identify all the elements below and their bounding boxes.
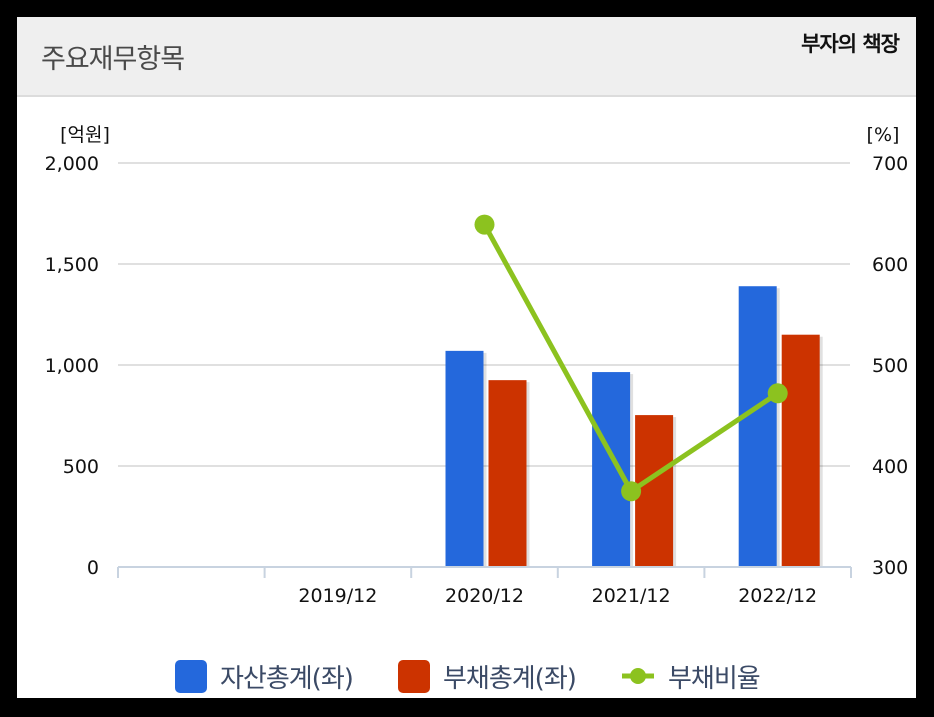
ratio-point[interactable] (474, 214, 495, 235)
left-axis-unit: [억원] (60, 124, 110, 146)
right-tick-label: 700 (872, 153, 908, 175)
legend-label: 부채총계(좌) (443, 663, 577, 694)
combo-chart: 0 500 1,000 1,500 2,000 300 400 500 600 700 [억원] [%… (45, 124, 909, 607)
legend-item-ratio[interactable]: 부채비율 (621, 658, 761, 694)
chart-title: 주요재무항목 (41, 44, 185, 75)
legend-item-assets[interactable]: 자산총계(좌) (175, 658, 354, 694)
x-tick-label: 2020/12 (445, 585, 524, 607)
left-tick-label: 2,000 (45, 153, 99, 175)
bar-assets[interactable] (738, 286, 777, 567)
x-tick-label: 2021/12 (592, 585, 671, 607)
square-icon (175, 659, 207, 693)
brand-label: 부자의 책장 (801, 32, 900, 56)
legend-label: 자산총계(좌) (220, 663, 354, 694)
right-axis-unit: [%] (867, 124, 900, 146)
left-tick-label: 1,000 (45, 355, 99, 377)
bar-liabilities[interactable] (635, 415, 674, 567)
left-tick-label: 0 (87, 557, 99, 579)
bar-liabilities[interactable] (488, 380, 527, 567)
right-tick-label: 300 (872, 557, 908, 579)
ratio-point[interactable] (621, 481, 642, 502)
chart-header: 주요재무항목 부자의 책장 (17, 17, 916, 97)
left-tick-label: 500 (63, 456, 99, 478)
legend-label: 부채비율 (668, 663, 761, 694)
chart-legend: 자산총계(좌) 부채총계(좌) 부채비율 (17, 658, 916, 694)
left-tick-label: 1,500 (45, 254, 99, 276)
ratio-point[interactable] (767, 383, 788, 404)
x-tick-label: 2019/12 (298, 585, 377, 607)
bar-assets[interactable] (592, 372, 631, 567)
chart-panel: 주요재무항목 부자의 책장 0 500 1,000 1,500 2,000 300 400 5… (17, 17, 916, 698)
right-tick-label: 600 (872, 254, 908, 276)
right-tick-label: 400 (872, 456, 908, 478)
legend-item-liabilities[interactable]: 부채총계(좌) (398, 658, 577, 694)
bar-liabilities[interactable] (781, 334, 820, 567)
square-icon (398, 659, 430, 693)
bar-assets[interactable] (445, 350, 484, 567)
line-dot-icon (622, 668, 654, 684)
right-tick-label: 500 (872, 355, 908, 377)
x-tick-label: 2022/12 (738, 585, 817, 607)
